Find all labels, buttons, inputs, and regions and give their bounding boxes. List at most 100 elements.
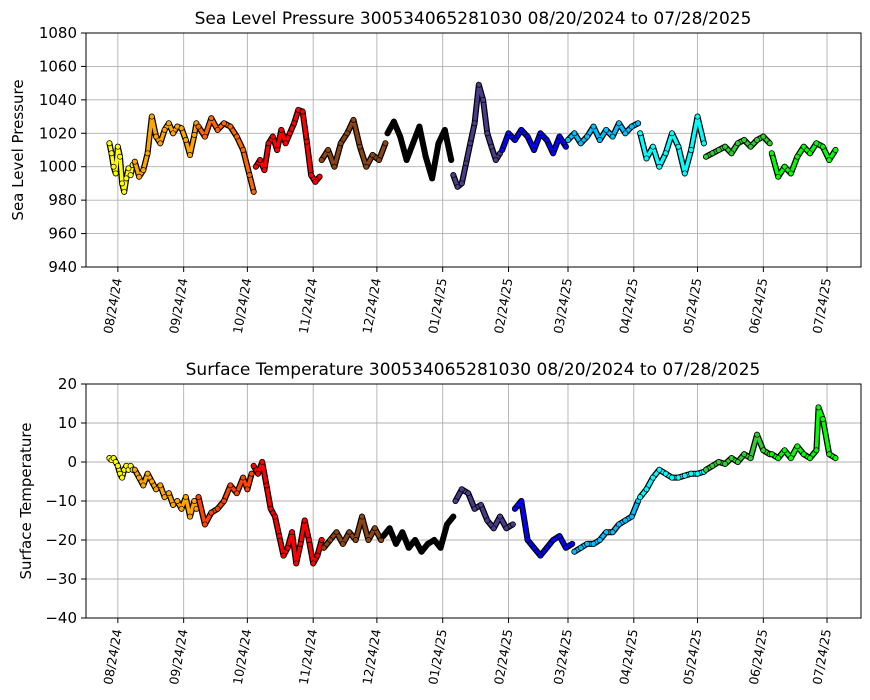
data-point	[584, 133, 591, 140]
data-point	[250, 462, 257, 469]
data-point	[108, 150, 115, 157]
data-point	[106, 140, 113, 147]
data-point	[161, 494, 168, 501]
data-point	[182, 494, 189, 501]
series-line	[196, 471, 254, 527]
data-point	[643, 486, 650, 493]
data-point	[709, 462, 716, 469]
data-point	[174, 498, 181, 504]
data-point	[703, 153, 709, 160]
data-point	[221, 498, 227, 504]
data-point	[316, 173, 323, 180]
data-point	[240, 474, 247, 481]
series-9	[637, 113, 707, 177]
data-point	[195, 123, 202, 130]
series-3	[250, 459, 325, 567]
data-point	[299, 108, 306, 115]
series-3	[252, 106, 323, 185]
data-point	[112, 170, 119, 177]
data-point	[405, 544, 412, 551]
data-point	[246, 172, 253, 179]
data-point	[590, 123, 597, 130]
data-point	[524, 133, 531, 140]
data-point	[384, 130, 391, 137]
data-point	[376, 157, 382, 163]
data-point	[261, 167, 268, 174]
data-point	[537, 552, 544, 559]
y-tick-label: −40	[45, 609, 77, 627]
data-point	[488, 143, 495, 150]
data-point	[813, 140, 820, 147]
chart-title: Sea Level Pressure 300534065281030 08/20…	[195, 9, 752, 29]
data-point	[675, 143, 682, 150]
series-8	[571, 498, 642, 555]
data-point	[768, 451, 775, 458]
data-point	[537, 130, 544, 137]
y-tick-label: −30	[45, 570, 77, 588]
data-point	[467, 140, 474, 147]
series-0	[106, 455, 136, 481]
data-point	[577, 140, 584, 147]
data-point	[399, 529, 406, 536]
data-point	[344, 130, 351, 137]
data-point	[565, 137, 571, 143]
data-point	[694, 113, 701, 120]
series-6	[452, 486, 516, 532]
data-point	[333, 529, 340, 536]
data-point	[429, 175, 436, 182]
series-4	[318, 116, 389, 170]
data-point	[136, 173, 143, 180]
data-point	[240, 147, 247, 153]
data-point	[490, 525, 497, 532]
data-point	[794, 153, 801, 160]
data-point	[550, 150, 557, 157]
data-point	[233, 133, 240, 140]
data-point	[775, 455, 782, 462]
data-point	[259, 459, 266, 465]
series-11	[768, 404, 839, 462]
data-point	[577, 544, 584, 551]
data-point	[458, 180, 465, 187]
data-point	[734, 459, 741, 465]
data-point	[768, 150, 775, 157]
data-point	[815, 404, 822, 411]
data-point	[431, 537, 438, 543]
data-point	[201, 521, 208, 528]
y-tick-label: 1080	[39, 24, 77, 42]
data-point	[760, 133, 767, 140]
data-point	[136, 474, 143, 481]
data-point	[148, 478, 155, 485]
data-point	[562, 544, 569, 551]
data-point	[274, 147, 281, 153]
grid	[86, 383, 861, 619]
data-point	[787, 170, 794, 177]
data-point	[170, 130, 177, 137]
data-point	[187, 513, 193, 520]
data-point	[524, 537, 531, 543]
data-point	[308, 172, 315, 179]
data-point	[675, 474, 682, 481]
data-point	[497, 513, 503, 520]
data-point	[463, 160, 470, 167]
data-point	[511, 505, 518, 512]
data-point	[609, 529, 616, 536]
data-point	[669, 130, 675, 137]
data-point	[715, 459, 722, 465]
data-point	[424, 540, 431, 547]
series-line	[254, 108, 322, 184]
data-point	[550, 537, 557, 543]
data-point	[140, 167, 147, 174]
data-point	[543, 137, 550, 143]
data-point	[312, 178, 319, 185]
data-point	[161, 126, 168, 133]
data-point	[722, 143, 729, 150]
data-point	[178, 125, 185, 132]
data-point	[471, 505, 478, 512]
data-point	[140, 482, 147, 489]
data-point	[208, 115, 215, 122]
data-point	[386, 525, 393, 532]
data-point	[452, 498, 459, 504]
data-point	[649, 474, 656, 481]
data-point	[320, 544, 327, 551]
data-point	[450, 172, 457, 179]
